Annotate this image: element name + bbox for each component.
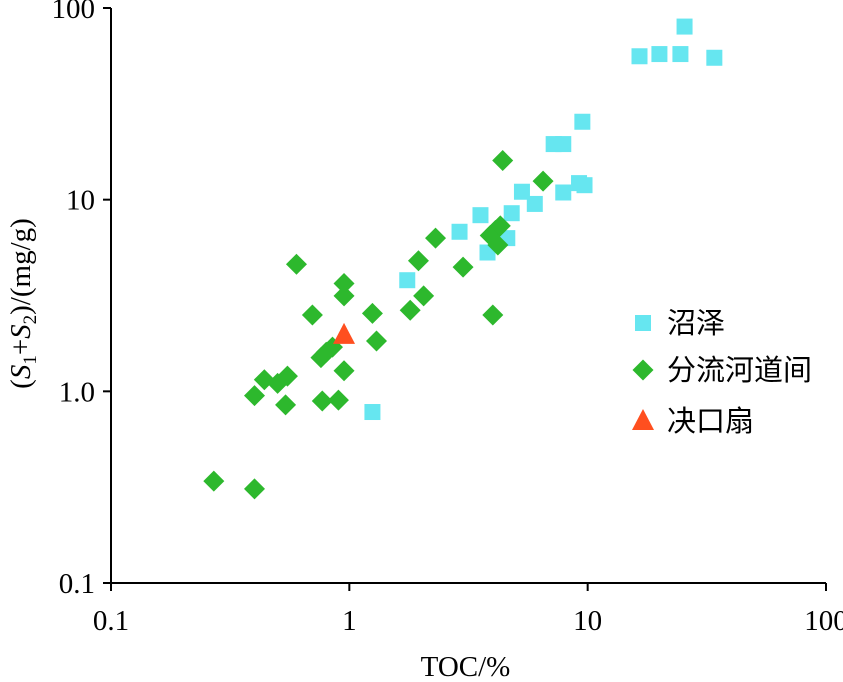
legend-marker-diamond — [632, 359, 654, 381]
y-tick-label-2: 10 — [66, 185, 95, 217]
square-point-1 — [631, 48, 648, 65]
diamond-point-21 — [407, 250, 429, 272]
diamond-point-6 — [275, 394, 297, 416]
legend-label-square: 沼泽 — [667, 306, 725, 340]
series-triangle — [333, 322, 356, 344]
square-point-19 — [364, 404, 381, 421]
square-point-12 — [526, 195, 543, 212]
diamond-point-15 — [333, 273, 355, 295]
square-point-9 — [576, 177, 593, 194]
x-tick-label-1: 1 — [342, 605, 357, 637]
axis-ticks: 0.1 1 10 100 0.1 1.0 10 100 — [52, 0, 843, 637]
square-point-0 — [676, 18, 693, 35]
diamond-point-29 — [532, 170, 554, 192]
diamond-point-27 — [489, 215, 511, 237]
y-axis-title-open: ( — [5, 379, 37, 389]
y-tick-label-3: 100 — [52, 0, 96, 25]
y-axis-title-sub2: 2 — [20, 315, 41, 325]
diamond-point-17 — [361, 302, 383, 324]
square-point-15 — [451, 223, 468, 240]
square-point-18 — [399, 272, 416, 289]
diamond-point-0 — [203, 470, 225, 492]
square-point-3 — [672, 46, 689, 63]
x-tick-label-3: 100 — [804, 605, 843, 637]
square-point-13 — [503, 205, 520, 222]
series-square — [364, 18, 723, 421]
diamond-point-30 — [482, 304, 504, 326]
diamond-point-7 — [311, 390, 333, 412]
square-point-5 — [574, 113, 591, 130]
square-point-10 — [555, 184, 572, 201]
diamond-point-8 — [327, 389, 349, 411]
square-point-2 — [651, 46, 668, 63]
diamond-point-13 — [285, 253, 307, 275]
y-tick-label-0: 0.1 — [59, 568, 95, 600]
y-tick-label-1: 1.0 — [59, 376, 95, 408]
diamond-point-23 — [452, 256, 474, 278]
y-axis-title-sub1: 1 — [20, 355, 41, 365]
triangle-point-0 — [333, 322, 356, 344]
series-diamond — [203, 150, 554, 500]
data-marks — [203, 18, 723, 500]
y-axis-title-rest: )/(mg/g) — [5, 218, 37, 315]
diamond-point-16 — [333, 285, 355, 307]
y-axis-title-s1: S — [5, 364, 37, 379]
legend-item-triangle: 决口扇 — [632, 404, 754, 438]
diamond-point-12 — [333, 360, 355, 382]
x-axis-title: TOC/% — [421, 651, 511, 682]
legend-item-diamond: 分流河道间 — [632, 353, 812, 387]
y-axis-title: (S1+S2)/(mg/g) — [5, 218, 41, 389]
diamond-point-1 — [243, 478, 265, 500]
diamond-point-22 — [425, 227, 447, 249]
legend-marker-square — [635, 315, 651, 331]
legend-label-diamond: 分流河道间 — [667, 353, 812, 387]
square-point-4 — [706, 49, 723, 66]
square-point-14 — [472, 207, 489, 224]
diamond-point-20 — [413, 285, 435, 307]
x-tick-label-2: 10 — [573, 605, 602, 637]
y-axis-title-plus: + — [5, 339, 37, 355]
square-point-7 — [555, 136, 572, 153]
legend-label-triangle: 决口扇 — [667, 404, 754, 438]
legend-marker-triangle — [632, 409, 654, 430]
square-point-11 — [513, 183, 530, 200]
diamond-point-14 — [301, 304, 323, 326]
legend-item-square: 沼泽 — [635, 306, 725, 340]
diamond-point-26 — [487, 234, 509, 256]
diamond-point-28 — [492, 150, 514, 172]
axes-frame — [110, 8, 826, 584]
diamond-point-5 — [276, 365, 298, 387]
diamond-point-2 — [243, 385, 265, 407]
x-tick-label-0: 0.1 — [93, 605, 129, 637]
diamond-point-19 — [399, 299, 421, 321]
diamond-point-18 — [365, 330, 387, 352]
y-axis-title-s2: S — [5, 324, 37, 339]
